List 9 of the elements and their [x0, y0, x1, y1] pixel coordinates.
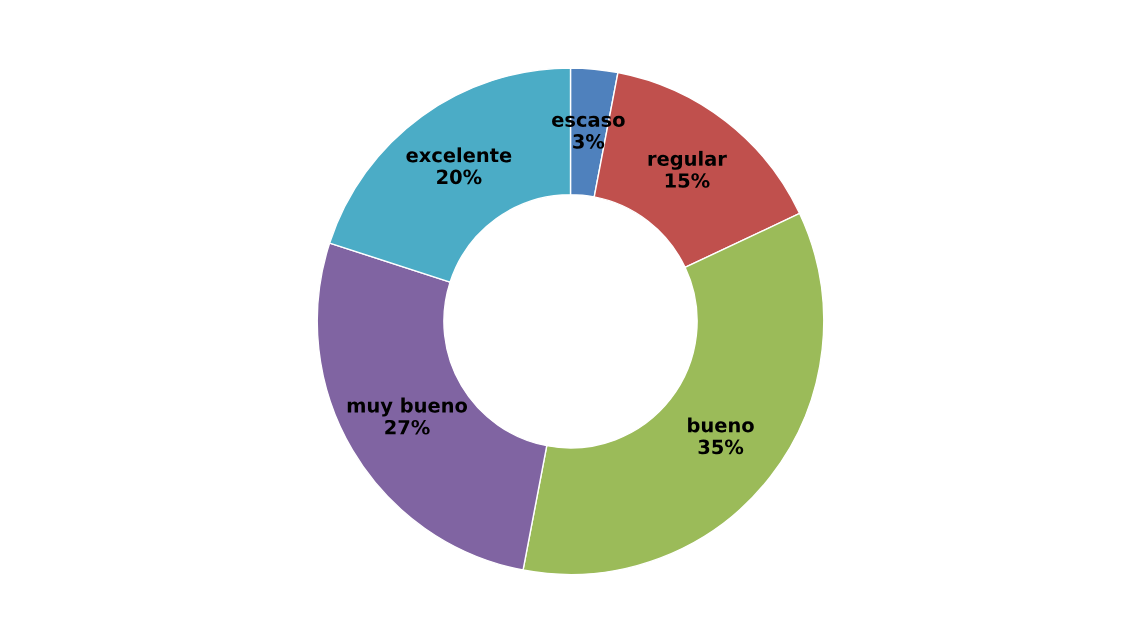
slice-label: excelente — [406, 147, 512, 163]
slice-label: regular — [648, 150, 727, 170]
data-label: 15% — [665, 173, 710, 188]
slice-label: bueno — [688, 417, 754, 433]
data-label: 27% — [385, 419, 430, 435]
data-label: 3% — [573, 134, 605, 149]
data-label: 20% — [437, 169, 482, 185]
data-label: 35% — [698, 439, 744, 455]
slice-label: muy bueno — [347, 397, 468, 417]
